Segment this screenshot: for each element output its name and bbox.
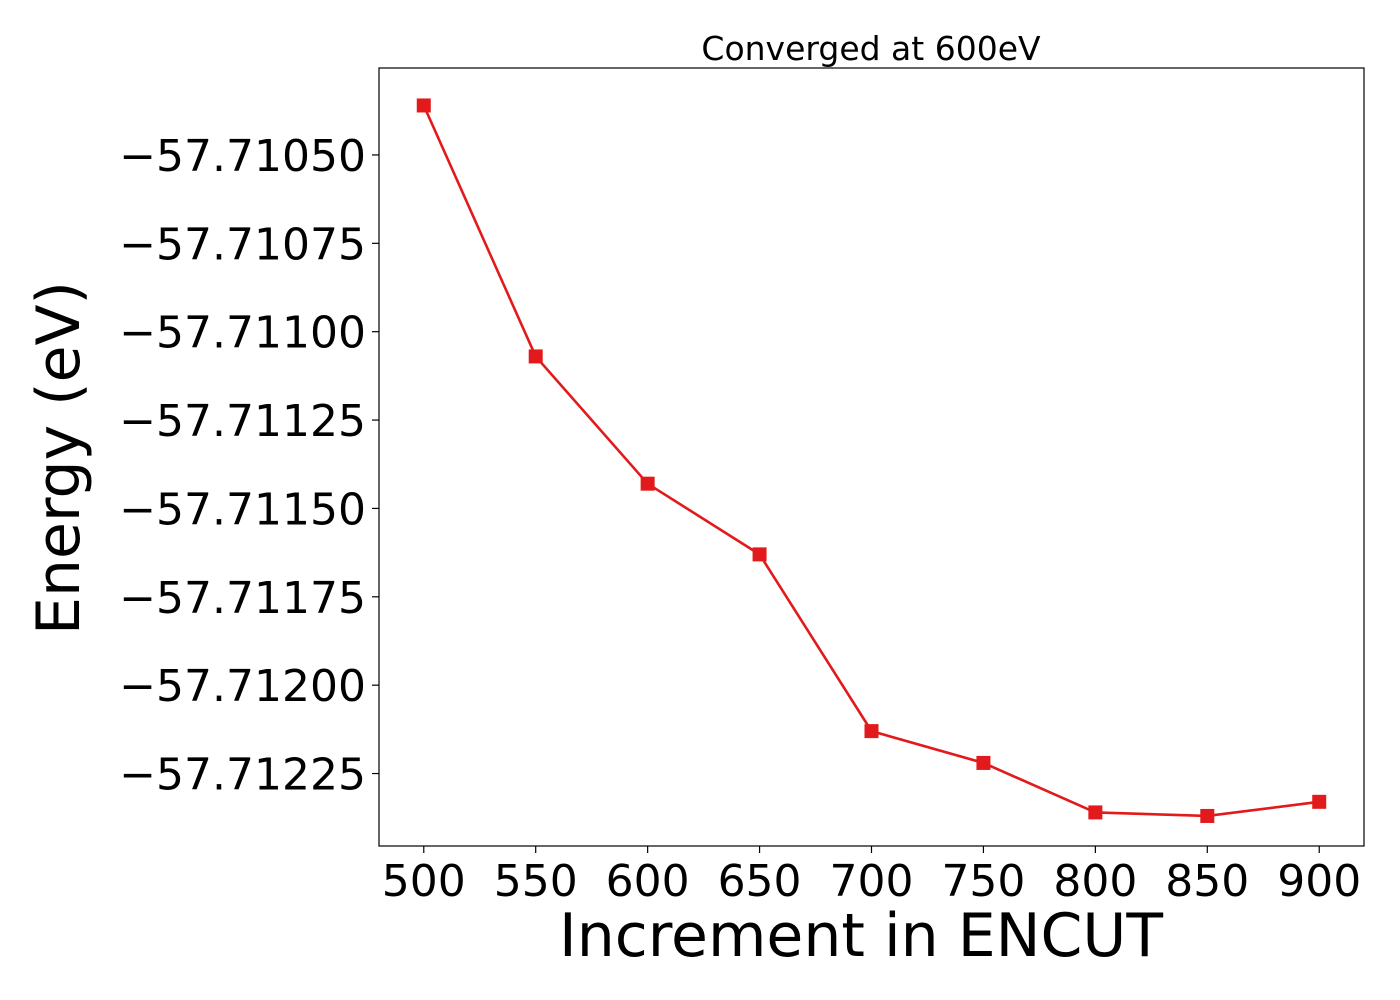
- x-tick-label: 700: [830, 856, 914, 907]
- y-tick-label: −57.71075: [119, 219, 366, 270]
- x-tick-label: 650: [718, 856, 802, 907]
- data-point-marker: [640, 476, 655, 491]
- data-point-marker: [528, 349, 543, 364]
- data-point-marker: [1312, 794, 1327, 809]
- x-axis: 500 550 600 650 700 750 800 850 900: [382, 846, 1361, 907]
- x-tick-label: 550: [494, 856, 578, 907]
- y-tick-label: −57.71050: [119, 131, 366, 182]
- y-tick-label: −57.71100: [119, 308, 366, 359]
- data-point-marker: [416, 98, 431, 113]
- data-point-marker: [752, 547, 767, 562]
- y-axis-label: Energy (eV): [24, 281, 94, 635]
- x-axis-label: Increment in ENCUT: [559, 901, 1163, 971]
- y-tick-label: −57.71175: [119, 573, 366, 624]
- y-axis: −57.71050 −57.71075 −57.71100 −57.71125 −57.…: [119, 131, 379, 801]
- y-tick-label: −57.71150: [119, 484, 366, 535]
- data-point-marker: [1088, 805, 1103, 820]
- x-tick-label: 850: [1165, 856, 1249, 907]
- data-point-marker: [1200, 808, 1215, 823]
- y-tick-label: −57.71125: [119, 396, 366, 447]
- x-tick-label: 900: [1277, 856, 1361, 907]
- y-tick-label: −57.71225: [119, 750, 366, 801]
- data-point-marker: [864, 724, 879, 739]
- x-tick-label: 800: [1053, 856, 1137, 907]
- series-line: [422, 104, 1320, 818]
- plot-area: 500 550 600 650 700 750 800 850 900 −57.71050−57…: [119, 67, 1365, 907]
- x-tick-label: 500: [382, 856, 466, 907]
- data-point-marker: [976, 755, 991, 770]
- chart-title: Converged at 600eV: [701, 29, 1041, 68]
- y-tick-label: −57.71200: [119, 661, 366, 712]
- x-tick-label: 600: [606, 856, 690, 907]
- series-group: [416, 98, 1327, 823]
- x-tick-label: 750: [941, 856, 1025, 907]
